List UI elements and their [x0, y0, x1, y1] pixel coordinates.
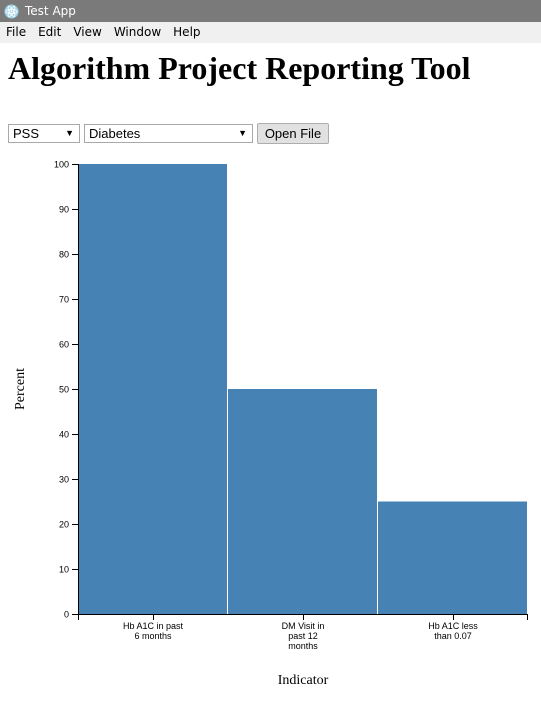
menu-help[interactable]: Help: [173, 25, 201, 39]
y-tick-label-0: 0: [64, 610, 69, 620]
x-tick-label-2: Hb A1C less than 0.07: [428, 621, 478, 641]
x-tick-label-line: DM Visit in: [282, 621, 325, 631]
chevron-down-icon: ▼: [65, 128, 74, 138]
x-tick-label-line: 6 months: [134, 631, 172, 641]
y-tick-label-40: 40: [59, 430, 69, 440]
x-tick-label-line: Hb A1C less: [428, 621, 478, 631]
y-tick-label-90: 90: [59, 205, 69, 215]
controls-row: PSS ▼ Diabetes ▼ Open File: [8, 123, 329, 144]
bar-2: [378, 501, 527, 614]
chevron-down-icon: ▼: [238, 128, 247, 138]
atom-icon: [4, 3, 19, 19]
disease-select-value: Diabetes: [89, 126, 141, 141]
bar-chart: 0 10 20 30 40 50 60 70 80 90 100 Hb A1C in past 6 mo…: [13, 160, 528, 688]
y-axis-title: Percent: [13, 368, 28, 410]
x-tick-label-line: past 12: [288, 631, 318, 641]
program-select-value: PSS: [13, 126, 40, 141]
y-tick-label-80: 80: [59, 250, 69, 260]
program-select[interactable]: PSS ▼: [8, 124, 80, 143]
y-tick-label-50: 50: [59, 385, 69, 395]
x-axis-title: Indicator: [278, 673, 329, 688]
bar-0: [78, 164, 227, 614]
y-tick-label-60: 60: [59, 340, 69, 350]
open-file-button[interactable]: Open File: [257, 123, 329, 144]
y-tick-label-10: 10: [59, 565, 69, 575]
menu-bar: File Edit View Window Help: [0, 22, 541, 43]
title-bar: Test App: [0, 0, 541, 22]
y-tick-label-30: 30: [59, 475, 69, 485]
menu-file[interactable]: File: [6, 25, 27, 39]
x-tick-label-1: DM Visit in past 12 months: [282, 621, 325, 651]
x-tick-label-line: Hb A1C in past: [123, 621, 184, 631]
page-title: Algorithm Project Reporting Tool: [8, 50, 471, 86]
menu-edit[interactable]: Edit: [38, 25, 62, 39]
y-tick-label-100: 100: [54, 160, 69, 170]
bar-1: [228, 389, 377, 614]
disease-select[interactable]: Diabetes ▼: [84, 124, 253, 143]
window-title: Test App: [25, 4, 76, 18]
y-tick-label-20: 20: [59, 520, 69, 530]
x-tick-label-line: than 0.07: [434, 631, 472, 641]
y-tick-label-70: 70: [59, 295, 69, 305]
menu-view[interactable]: View: [73, 25, 102, 39]
menu-window[interactable]: Window: [113, 25, 162, 39]
x-tick-label-line: months: [288, 641, 318, 651]
x-tick-label-0: Hb A1C in past 6 months: [123, 621, 184, 641]
